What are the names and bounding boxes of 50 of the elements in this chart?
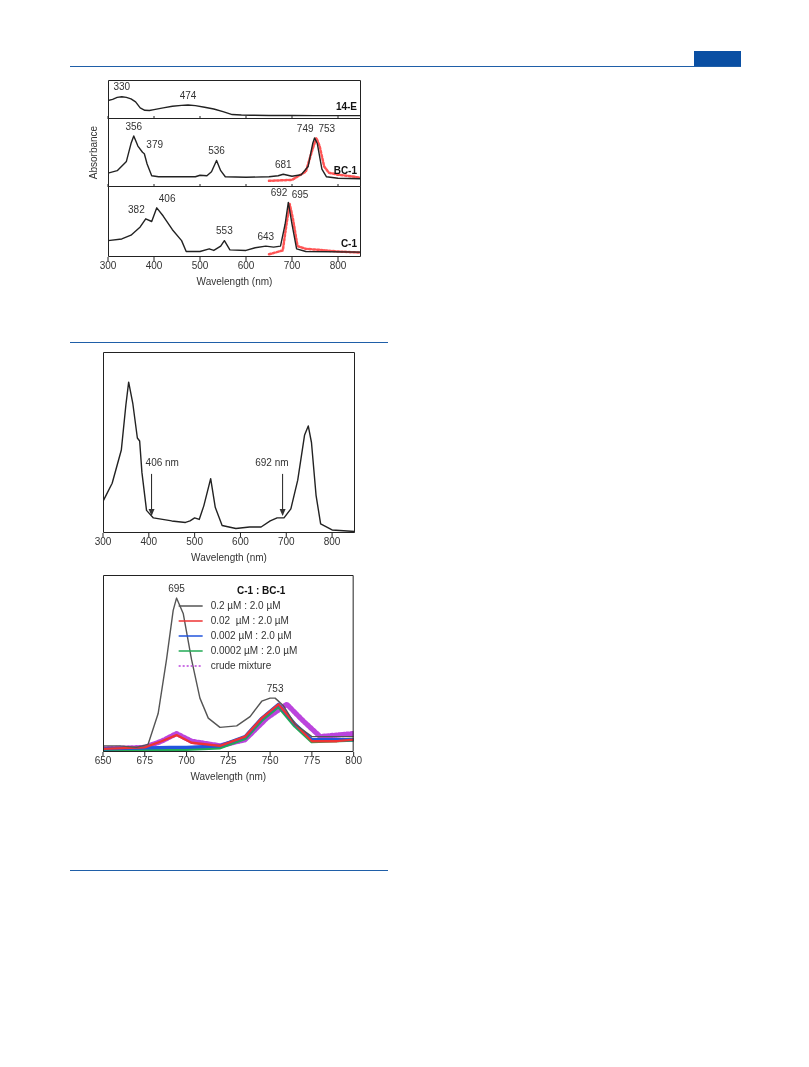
annotation: 356	[125, 120, 143, 132]
x-tick-label: 650	[94, 754, 112, 766]
x-tick-label: 400	[145, 259, 163, 271]
annotation: 406	[158, 192, 176, 204]
annotation: 749	[296, 122, 314, 134]
x-tick-label: 600	[237, 259, 255, 271]
y-axis-title: Absorbance	[87, 125, 99, 180]
series-label: 14-E	[335, 101, 358, 113]
annotation: 753	[266, 682, 284, 694]
legend-title: C-1 : BC-1	[236, 584, 286, 596]
annotation: 681	[274, 158, 293, 170]
annotation: 474	[179, 89, 197, 101]
annotation: 553	[216, 225, 234, 237]
x-tick-label: 400	[140, 535, 158, 547]
annotation: 330	[113, 81, 131, 93]
x-tick-label: 600	[232, 535, 250, 547]
x-tick-label: 500	[191, 259, 209, 271]
annotation: 379	[146, 138, 164, 150]
annotation: 536	[208, 145, 226, 157]
x-tick-label: 775	[303, 754, 321, 766]
legend-label: 0.002 µM : 2.0 µM	[210, 629, 292, 641]
annotation: 406 nm	[145, 456, 179, 468]
x-tick-label: 725	[219, 754, 238, 766]
x-tick-label: 800	[345, 754, 363, 766]
series-label: C-1	[340, 237, 358, 249]
annotation: 695	[168, 582, 186, 594]
x-tick-label: 750	[261, 754, 279, 766]
annotation: 753	[318, 122, 336, 134]
x-tick-label: 800	[329, 259, 347, 271]
x-tick-label: 500	[186, 535, 204, 547]
legend-label: 0.0002 µM : 2.0 µM	[210, 644, 298, 656]
x-tick-label: 675	[136, 754, 154, 766]
legend-label: 0.2 µM : 2.0 µM	[210, 599, 281, 611]
x-tick-label: 700	[277, 535, 296, 547]
annotation: 382	[128, 203, 146, 215]
x-tick-label: 700	[283, 259, 301, 271]
annotation: 695	[291, 188, 309, 200]
x-tick-label: 800	[323, 535, 341, 547]
x-axis-title: Wavelength (nm)	[191, 551, 267, 563]
annotation: 692	[270, 187, 288, 199]
series-label: BC-1	[333, 164, 358, 176]
x-axis-title: Wavelength (nm)	[190, 770, 267, 782]
annotation: 692 nm	[255, 456, 289, 468]
x-tick-label: 300	[94, 535, 112, 547]
x-tick-label: 300	[99, 259, 117, 271]
legend-label: 0.02 µM : 2.0 µM	[210, 614, 289, 626]
annotation: 643	[257, 230, 275, 242]
x-tick-label: 700	[178, 754, 196, 766]
x-axis-title: Wavelength (nm)	[196, 275, 273, 287]
legend-label: crude mixture	[210, 659, 272, 671]
